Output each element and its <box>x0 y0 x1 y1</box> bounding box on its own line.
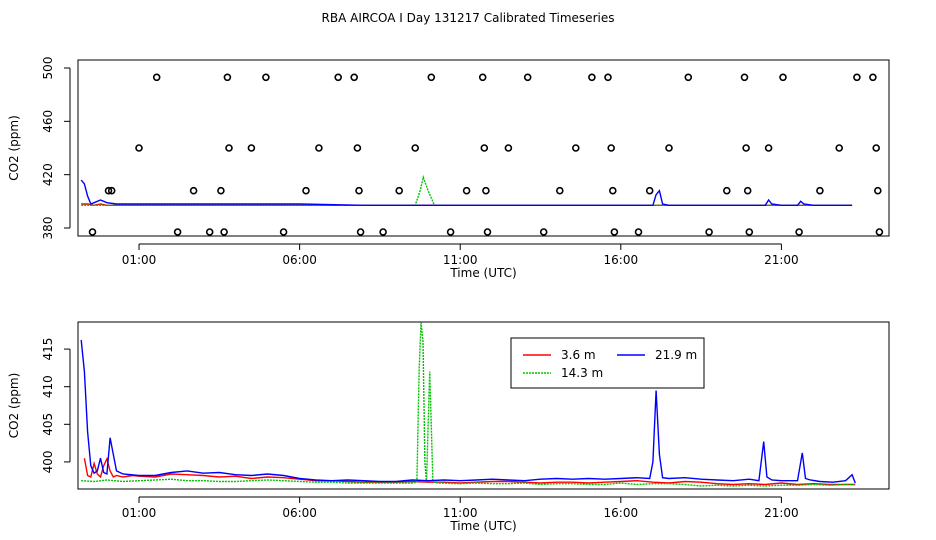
x-tick-label: 16:00 <box>604 253 639 267</box>
y-tick-label: 420 <box>41 163 55 186</box>
scatter-point <box>220 228 228 236</box>
scatter-point <box>189 186 198 195</box>
scatter-point <box>205 228 214 236</box>
scatter-point <box>223 73 232 82</box>
y-axis-label: CO2 (ppm) <box>7 373 21 439</box>
scatter-point <box>483 228 492 236</box>
y-tick-label: 410 <box>41 375 55 398</box>
scatter-point <box>225 144 233 152</box>
top-panel: 01:00 06:00 11:00 16:00 21:00 Time (UTC) 380 42… <box>7 57 890 280</box>
legend-label: 14.3 m <box>561 366 603 380</box>
scatter-point <box>302 186 310 195</box>
scatter-point <box>411 144 420 152</box>
x-tick-label: 06:00 <box>282 506 317 520</box>
scatter-point <box>608 186 617 195</box>
scatter-point <box>262 73 270 82</box>
x-axis-label: Time (UTC) <box>449 519 516 533</box>
scatter-point <box>634 228 643 236</box>
scatter-point <box>504 144 513 152</box>
scatter-point <box>764 144 773 152</box>
scatter-point <box>135 144 143 152</box>
x-tick-label: 16:00 <box>604 506 639 520</box>
legend-box <box>510 337 705 389</box>
scatter-point <box>379 228 387 236</box>
x-tick-label: 06:00 <box>282 253 317 267</box>
x-axis-label: Time (UTC) <box>449 266 516 280</box>
scatter-point <box>607 144 616 152</box>
scatter-point <box>152 73 161 82</box>
scatter-point <box>104 186 113 195</box>
legend-label: 21.9 m <box>655 348 697 362</box>
legend-label: 3.6 m <box>561 348 596 362</box>
x-tick-label: 11:00 <box>443 253 478 267</box>
series-line-21-9-m-m <box>80 340 856 484</box>
scatter-point <box>446 228 455 236</box>
y-axis-label: CO2 (ppm) <box>7 115 21 181</box>
scatter-point <box>875 228 884 236</box>
series-line-21-9-m-m <box>80 179 853 207</box>
scatter-point <box>722 186 731 195</box>
scatter-point <box>853 73 861 82</box>
scatter-point <box>315 144 323 152</box>
scatter-point <box>873 186 882 195</box>
scatter-point <box>571 144 580 152</box>
scatter-point <box>395 186 404 195</box>
bottom-panel-frame <box>77 321 890 490</box>
x-tick-label: 01:00 <box>122 253 157 267</box>
y-tick-label: 380 <box>41 217 55 240</box>
x-tick-label: 11:00 <box>443 506 478 520</box>
scatter-point <box>523 73 532 82</box>
scatter-point <box>482 186 490 195</box>
scatter-point <box>334 73 343 82</box>
scatter-point <box>539 228 548 236</box>
scatter-point <box>743 186 752 195</box>
y-tick-label: 400 <box>41 450 55 473</box>
x-tick-label: 21:00 <box>764 253 799 267</box>
scatter-point <box>740 73 749 82</box>
scatter-point <box>88 228 97 236</box>
series-line-14-3-m-m <box>81 322 856 487</box>
scatter-point <box>604 73 612 82</box>
scatter-point <box>665 144 673 152</box>
scatter-point <box>742 144 750 152</box>
scatter-point <box>353 144 362 152</box>
scatter-point <box>350 73 359 82</box>
y-tick-label: 405 <box>41 413 55 436</box>
scatter-point <box>745 228 754 236</box>
scatter-point <box>356 228 365 236</box>
scatter-point <box>279 228 288 236</box>
y-tick-label: 500 <box>41 57 55 80</box>
x-tick-label: 21:00 <box>764 506 799 520</box>
scatter-point <box>835 144 844 152</box>
scatter-point <box>588 73 596 82</box>
scatter-point <box>217 186 225 195</box>
scatter-point <box>869 73 877 82</box>
scatter-point <box>247 144 256 152</box>
figure-title: RBA AIRCOA I Day 131217 Calibrated Times… <box>322 11 615 25</box>
scatter-point <box>462 186 471 195</box>
scatter-point <box>645 186 654 195</box>
scatter-point <box>107 186 116 195</box>
y-tick-label: 460 <box>41 110 55 133</box>
legend: 3.6 m 14.3 m 21.9 m <box>510 337 705 389</box>
scatter-point <box>816 186 824 195</box>
top-panel-frame <box>77 59 890 237</box>
scatter-point <box>795 228 803 236</box>
y-tick-label: 415 <box>41 338 55 361</box>
x-tick-label: 01:00 <box>122 506 157 520</box>
scatter-point <box>684 73 693 82</box>
scatter-point <box>555 186 564 195</box>
scatter-point <box>779 73 787 82</box>
scatter-point <box>427 73 436 82</box>
scatter-point <box>355 186 363 195</box>
scatter-point <box>610 228 619 236</box>
scatter-point <box>705 228 713 236</box>
scatter-point <box>872 144 881 152</box>
scatter-point <box>478 73 487 82</box>
scatter-point <box>480 144 489 152</box>
bottom-panel: 01:00 06:00 11:00 16:00 21:00 Time (UTC) 400 40… <box>7 321 890 533</box>
scatter-point <box>173 228 182 236</box>
